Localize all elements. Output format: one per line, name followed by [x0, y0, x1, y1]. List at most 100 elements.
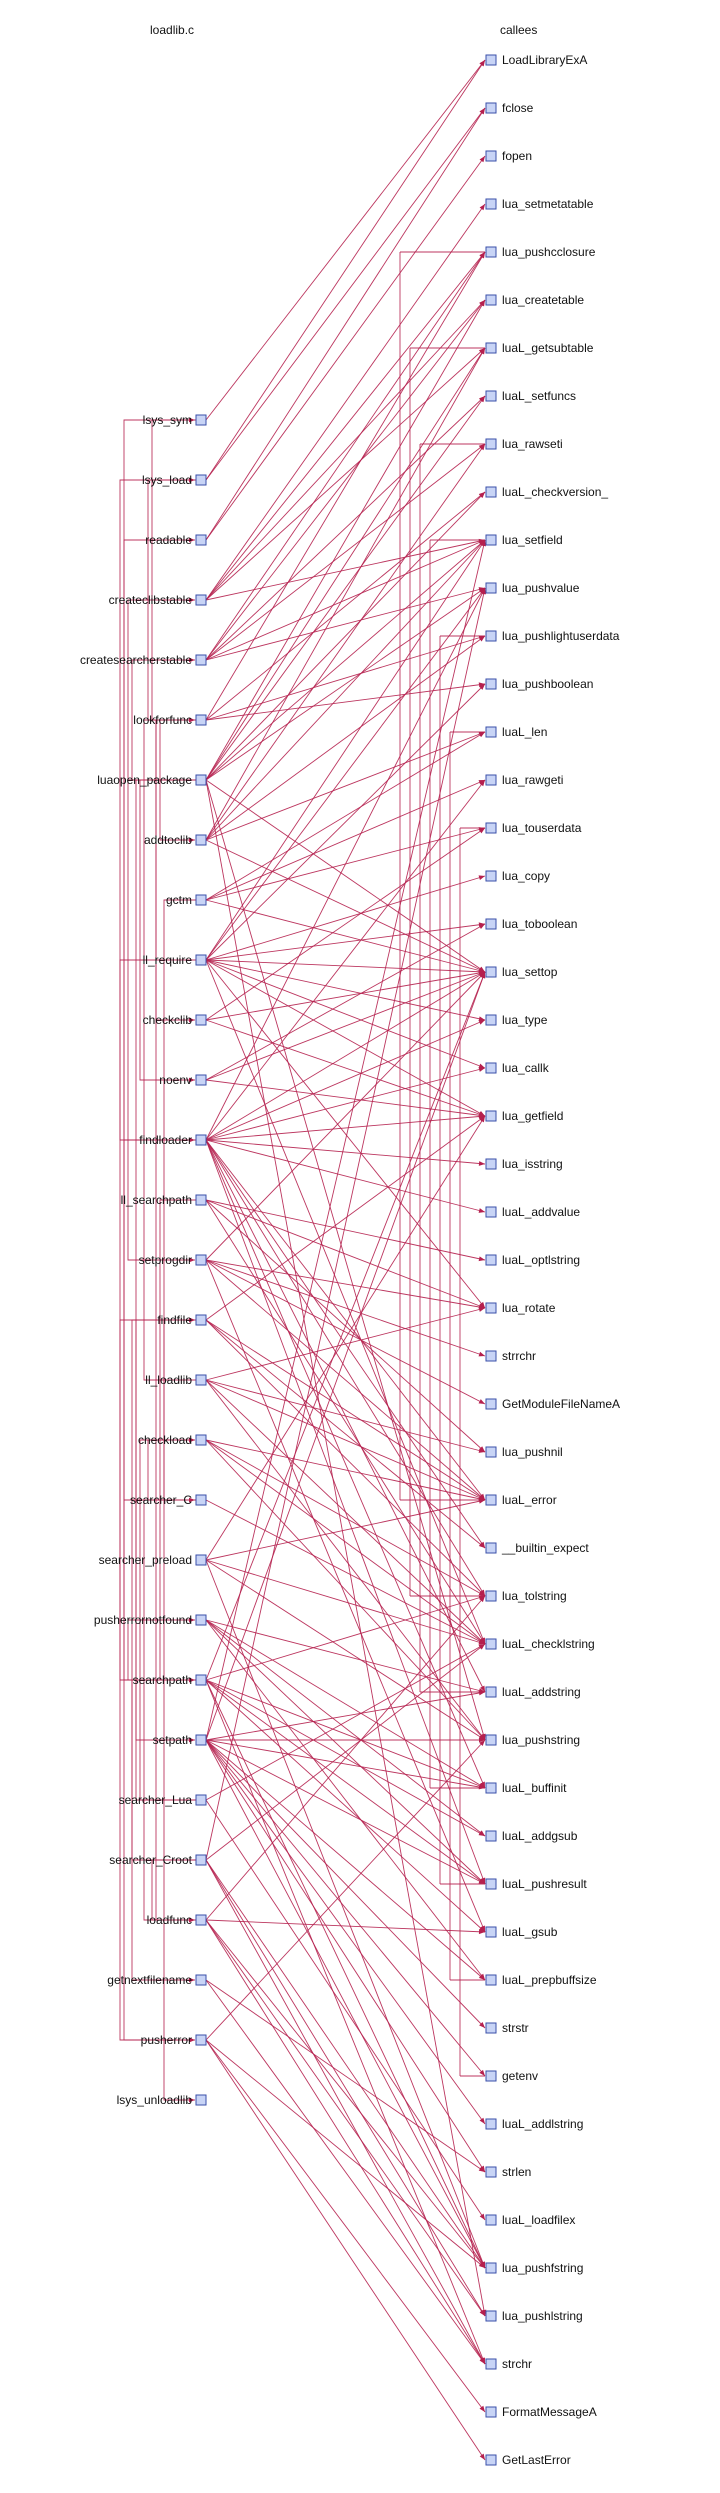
callee-node-box[interactable] [485, 1446, 497, 1458]
caller-node-box[interactable] [195, 2034, 207, 2046]
callee-node-box[interactable] [485, 1398, 497, 1410]
caller-node-findfile[interactable]: findfile [157, 1313, 207, 1327]
callee-node-lual-setfuncs[interactable]: luaL_setfuncs [485, 389, 576, 403]
callee-node-strstr[interactable]: strstr [485, 2021, 529, 2035]
caller-node-searcher-lua[interactable]: searcher_Lua [119, 1793, 207, 1807]
callee-node-lual-buffinit[interactable]: luaL_buffinit [485, 1781, 567, 1795]
caller-node-pusherrornotfound[interactable]: pusherrornotfound [94, 1613, 207, 1627]
caller-node-addtoclib[interactable]: addtoclib [144, 833, 207, 847]
callee-node-box[interactable] [485, 678, 497, 690]
callee-node-box[interactable] [485, 102, 497, 114]
callee-node-lua-tolstring[interactable]: lua_tolstring [485, 1589, 567, 1603]
callee-node-lua-pushcclosure[interactable]: lua_pushcclosure [485, 245, 596, 259]
caller-node-noenv[interactable]: noenv [159, 1073, 207, 1087]
caller-node-searcher-c[interactable]: searcher_C [130, 1493, 207, 1507]
callee-node-lua-setfield[interactable]: lua_setfield [485, 533, 563, 547]
callee-node-box[interactable] [485, 1014, 497, 1026]
caller-node-box[interactable] [195, 594, 207, 606]
callee-node-box[interactable] [485, 2214, 497, 2226]
callee-node-lua-createtable[interactable]: lua_createtable [485, 293, 584, 307]
callee-node-box[interactable] [485, 2262, 497, 2274]
callee-node-lua-rawgeti[interactable]: lua_rawgeti [485, 773, 563, 787]
callee-node-box[interactable] [485, 870, 497, 882]
caller-node-lsys-load[interactable]: lsys_load [142, 473, 207, 487]
caller-node-getnextfilename[interactable]: getnextfilename [107, 1973, 207, 1987]
callee-node-box[interactable] [485, 2406, 497, 2418]
callee-node-lua-rotate[interactable]: lua_rotate [485, 1301, 556, 1315]
callee-node-box[interactable] [485, 774, 497, 786]
callee-node-lua-toboolean[interactable]: lua_toboolean [485, 917, 577, 931]
callee-node-box[interactable] [485, 2166, 497, 2178]
callee-node-box[interactable] [485, 1110, 497, 1122]
callee-node-box[interactable] [485, 1878, 497, 1890]
callee-node-box[interactable] [485, 1158, 497, 1170]
caller-node-box[interactable] [195, 1554, 207, 1566]
caller-node-box[interactable] [195, 1434, 207, 1446]
callee-node-lual-error[interactable]: luaL_error [485, 1493, 557, 1507]
callee-node-box[interactable] [485, 2358, 497, 2370]
callee-node-lua-pushfstring[interactable]: lua_pushfstring [485, 2261, 583, 2275]
callee-node-lua-setmetatable[interactable]: lua_setmetatable [485, 197, 594, 211]
callee-node-box[interactable] [485, 486, 497, 498]
caller-node-searcher-preload[interactable]: searcher_preload [99, 1553, 207, 1567]
callee-node-lual-addstring[interactable]: luaL_addstring [485, 1685, 581, 1699]
caller-node-readable[interactable]: readable [145, 533, 207, 547]
callee-node-fopen[interactable]: fopen [485, 149, 532, 163]
callee-node-box[interactable] [485, 1926, 497, 1938]
caller-node-ll-loadlib[interactable]: ll_loadlib [145, 1373, 207, 1387]
callee-node-lual-pushresult[interactable]: luaL_pushresult [485, 1877, 587, 1891]
callee-node-box[interactable] [485, 630, 497, 642]
callee-node-box[interactable] [485, 1638, 497, 1650]
caller-node-box[interactable] [195, 654, 207, 666]
caller-node-box[interactable] [195, 1674, 207, 1686]
caller-node-box[interactable] [195, 774, 207, 786]
caller-node-box[interactable] [195, 1014, 207, 1026]
callee-node-lual-addvalue[interactable]: luaL_addvalue [485, 1205, 580, 1219]
callee-node-box[interactable] [485, 534, 497, 546]
callee-node-getlasterror[interactable]: GetLastError [485, 2453, 571, 2467]
callee-node-lua-copy[interactable]: lua_copy [485, 869, 550, 883]
callee-node-box[interactable] [485, 966, 497, 978]
caller-node-lsys-unloadlib[interactable]: lsys_unloadlib [117, 2093, 207, 2107]
callee-node-box[interactable] [485, 2454, 497, 2466]
callee-node-strlen[interactable]: strlen [485, 2165, 531, 2179]
caller-node-searchpath[interactable]: searchpath [133, 1673, 207, 1687]
caller-node-lsys-sym[interactable]: lsys_sym [143, 413, 207, 427]
caller-node-box[interactable] [195, 474, 207, 486]
callee-node-box[interactable] [485, 822, 497, 834]
callee-node-lual-checklstring[interactable]: luaL_checklstring [485, 1637, 595, 1651]
caller-node-box[interactable] [195, 1074, 207, 1086]
callee-node-lua-getfield[interactable]: lua_getfield [485, 1109, 563, 1123]
caller-node-box[interactable] [195, 1854, 207, 1866]
caller-node-box[interactable] [195, 714, 207, 726]
callee-node-lua-pushvalue[interactable]: lua_pushvalue [485, 581, 580, 595]
caller-node-luaopen-package[interactable]: luaopen_package [97, 773, 207, 787]
callee-node-builtin-expect[interactable]: __builtin_expect [485, 1541, 589, 1555]
callee-node-box[interactable] [485, 342, 497, 354]
callee-node-loadlibraryexa[interactable]: LoadLibraryExA [485, 53, 587, 67]
callee-node-lua-pushnil[interactable]: lua_pushnil [485, 1445, 563, 1459]
callee-node-box[interactable] [485, 1254, 497, 1266]
callee-node-lua-pushstring[interactable]: lua_pushstring [485, 1733, 580, 1747]
caller-node-box[interactable] [195, 1734, 207, 1746]
callee-node-box[interactable] [485, 1302, 497, 1314]
callee-node-lual-optlstring[interactable]: luaL_optlstring [485, 1253, 580, 1267]
caller-node-setpath[interactable]: setpath [153, 1733, 207, 1747]
caller-node-box[interactable] [195, 1374, 207, 1386]
caller-node-box[interactable] [195, 1974, 207, 1986]
callee-node-lua-settop[interactable]: lua_settop [485, 965, 558, 979]
callee-node-box[interactable] [485, 2310, 497, 2322]
callee-node-lua-isstring[interactable]: lua_isstring [485, 1157, 563, 1171]
caller-node-createclibstable[interactable]: createclibstable [109, 593, 207, 607]
callee-node-lua-pushlightuserdata[interactable]: lua_pushlightuserdata [485, 629, 620, 643]
caller-node-box[interactable] [195, 1794, 207, 1806]
callee-node-box[interactable] [485, 1062, 497, 1074]
callee-node-lual-len[interactable]: luaL_len [485, 725, 547, 739]
callee-node-getmodulefilenamea[interactable]: GetModuleFileNameA [485, 1397, 620, 1411]
callee-node-box[interactable] [485, 1974, 497, 1986]
caller-node-setprogdir[interactable]: setprogdir [139, 1253, 207, 1267]
callee-node-lual-addlstring[interactable]: luaL_addlstring [485, 2117, 583, 2131]
caller-node-box[interactable] [195, 954, 207, 966]
caller-node-checkclib[interactable]: checkclib [143, 1013, 207, 1027]
callee-node-box[interactable] [485, 438, 497, 450]
